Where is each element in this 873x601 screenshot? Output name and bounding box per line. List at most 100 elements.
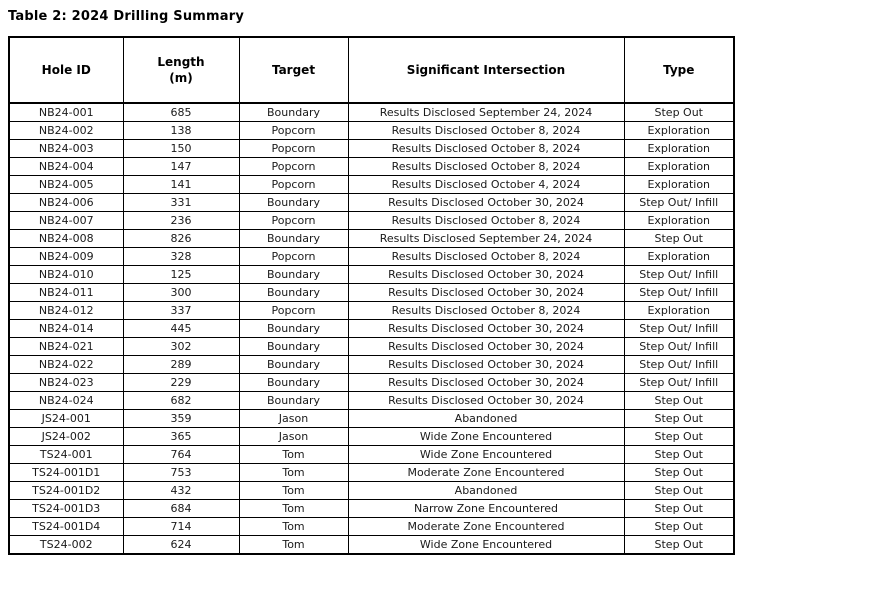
cell-intersection: Results Disclosed October 8, 2024	[347, 157, 625, 176]
cell-target: Boundary	[238, 355, 349, 374]
cell-length: 289	[122, 355, 240, 374]
cell-target: Tom	[238, 445, 349, 464]
cell-intersection: Narrow Zone Encountered	[347, 499, 625, 518]
cell-type: Step Out/ Infill	[623, 193, 735, 212]
cell-type: Step Out	[623, 481, 735, 500]
cell-intersection: Results Disclosed October 8, 2024	[347, 247, 625, 266]
cell-hole-id: NB24-004	[8, 157, 124, 176]
cell-target: Popcorn	[238, 121, 349, 140]
cell-length: 229	[122, 373, 240, 392]
table-row: TS24-002 624 Tom Wide Zone Encountered Step …	[8, 535, 735, 555]
cell-intersection: Results Disclosed September 24, 2024	[347, 102, 625, 122]
cell-intersection: Results Disclosed October 30, 2024	[347, 391, 625, 410]
table-row: NB24-001 685 Boundary Results Disclosed Sep…	[8, 102, 735, 122]
table-row: NB24-005 141 Popcorn Results Disclosed Octo…	[8, 175, 735, 194]
table-row: NB24-003 150 Popcorn Results Disclosed Octo…	[8, 139, 735, 158]
cell-hole-id: NB24-023	[8, 373, 124, 392]
cell-hole-id: TS24-001	[8, 445, 124, 464]
header-row: Hole ID Length (m) Target Significant In…	[8, 36, 735, 104]
header-type: Type	[623, 36, 735, 104]
cell-length: 337	[122, 301, 240, 320]
cell-type: Exploration	[623, 121, 735, 140]
cell-hole-id: TS24-001D4	[8, 517, 124, 536]
header-intersection: Significant Intersection	[347, 36, 625, 104]
cell-target: Jason	[238, 409, 349, 428]
cell-type: Step Out	[623, 517, 735, 536]
table-row: TS24-001D1 753 Tom Moderate Zone Encountere…	[8, 463, 735, 482]
cell-type: Exploration	[623, 175, 735, 194]
cell-intersection: Results Disclosed September 24, 2024	[347, 229, 625, 248]
cell-length: 150	[122, 139, 240, 158]
cell-hole-id: NB24-003	[8, 139, 124, 158]
cell-intersection: Results Disclosed October 30, 2024	[347, 355, 625, 374]
cell-length: 147	[122, 157, 240, 176]
cell-intersection: Results Disclosed October 30, 2024	[347, 283, 625, 302]
cell-type: Step Out/ Infill	[623, 373, 735, 392]
cell-length: 432	[122, 481, 240, 500]
cell-target: Popcorn	[238, 211, 349, 230]
cell-hole-id: NB24-022	[8, 355, 124, 374]
cell-type: Step Out/ Infill	[623, 355, 735, 374]
cell-length: 359	[122, 409, 240, 428]
cell-target: Tom	[238, 535, 349, 555]
header-length: Length (m)	[122, 36, 240, 104]
cell-target: Boundary	[238, 283, 349, 302]
cell-hole-id: NB24-002	[8, 121, 124, 140]
cell-intersection: Results Disclosed October 8, 2024	[347, 121, 625, 140]
table-row: NB24-014 445 Boundary Results Disclosed Oct…	[8, 319, 735, 338]
cell-length: 125	[122, 265, 240, 284]
cell-length: 624	[122, 535, 240, 555]
cell-intersection: Results Disclosed October 8, 2024	[347, 139, 625, 158]
cell-target: Boundary	[238, 102, 349, 122]
cell-target: Popcorn	[238, 247, 349, 266]
table-row: TS24-001D4 714 Tom Moderate Zone Encountere…	[8, 517, 735, 536]
cell-intersection: Wide Zone Encountered	[347, 535, 625, 555]
table-title: Table 2: 2024 Drilling Summary	[8, 9, 245, 24]
cell-hole-id: TS24-002	[8, 535, 124, 555]
cell-hole-id: NB24-011	[8, 283, 124, 302]
cell-hole-id: NB24-024	[8, 391, 124, 410]
cell-intersection: Wide Zone Encountered	[347, 445, 625, 464]
cell-type: Step Out/ Infill	[623, 337, 735, 356]
cell-length: 365	[122, 427, 240, 446]
table-row: JS24-002 365 Jason Wide Zone Encountered Ste…	[8, 427, 735, 446]
cell-length: 302	[122, 337, 240, 356]
cell-target: Tom	[238, 463, 349, 482]
cell-type: Step Out	[623, 391, 735, 410]
cell-length: 141	[122, 175, 240, 194]
cell-type: Step Out	[623, 499, 735, 518]
cell-type: Exploration	[623, 301, 735, 320]
cell-target: Popcorn	[238, 175, 349, 194]
cell-intersection: Wide Zone Encountered	[347, 427, 625, 446]
cell-hole-id: JS24-001	[8, 409, 124, 428]
cell-type: Step Out	[623, 445, 735, 464]
cell-hole-id: TS24-001D3	[8, 499, 124, 518]
table-row: NB24-010 125 Boundary Results Disclosed Oct…	[8, 265, 735, 284]
cell-length: 714	[122, 517, 240, 536]
cell-target: Boundary	[238, 229, 349, 248]
table-row: NB24-009 328 Popcorn Results Disclosed Octo…	[8, 247, 735, 266]
table-row: NB24-024 682 Boundary Results Disclosed Oct…	[8, 391, 735, 410]
cell-target: Tom	[238, 517, 349, 536]
cell-target: Popcorn	[238, 301, 349, 320]
cell-hole-id: TS24-001D1	[8, 463, 124, 482]
cell-hole-id: NB24-014	[8, 319, 124, 338]
header-hole-id: Hole ID	[8, 36, 124, 104]
cell-length: 328	[122, 247, 240, 266]
table-row: NB24-007 236 Popcorn Results Disclosed Octo…	[8, 211, 735, 230]
table-row: NB24-006 331 Boundary Results Disclosed Oct…	[8, 193, 735, 212]
cell-length: 685	[122, 102, 240, 122]
cell-intersection: Results Disclosed October 30, 2024	[347, 373, 625, 392]
cell-type: Exploration	[623, 139, 735, 158]
cell-target: Boundary	[238, 391, 349, 410]
cell-length: 753	[122, 463, 240, 482]
cell-type: Step Out	[623, 409, 735, 428]
cell-target: Popcorn	[238, 157, 349, 176]
cell-type: Step Out	[623, 463, 735, 482]
table-row: NB24-008 826 Boundary Results Disclosed Sep…	[8, 229, 735, 248]
cell-intersection: Abandoned	[347, 481, 625, 500]
cell-hole-id: NB24-012	[8, 301, 124, 320]
cell-intersection: Results Disclosed October 30, 2024	[347, 193, 625, 212]
cell-length: 331	[122, 193, 240, 212]
